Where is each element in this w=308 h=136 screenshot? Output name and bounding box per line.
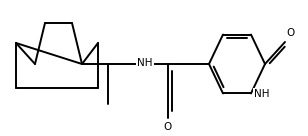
Text: NH: NH — [254, 89, 270, 99]
Text: NH: NH — [137, 58, 152, 68]
Text: O: O — [164, 122, 172, 132]
Text: O: O — [286, 28, 294, 38]
